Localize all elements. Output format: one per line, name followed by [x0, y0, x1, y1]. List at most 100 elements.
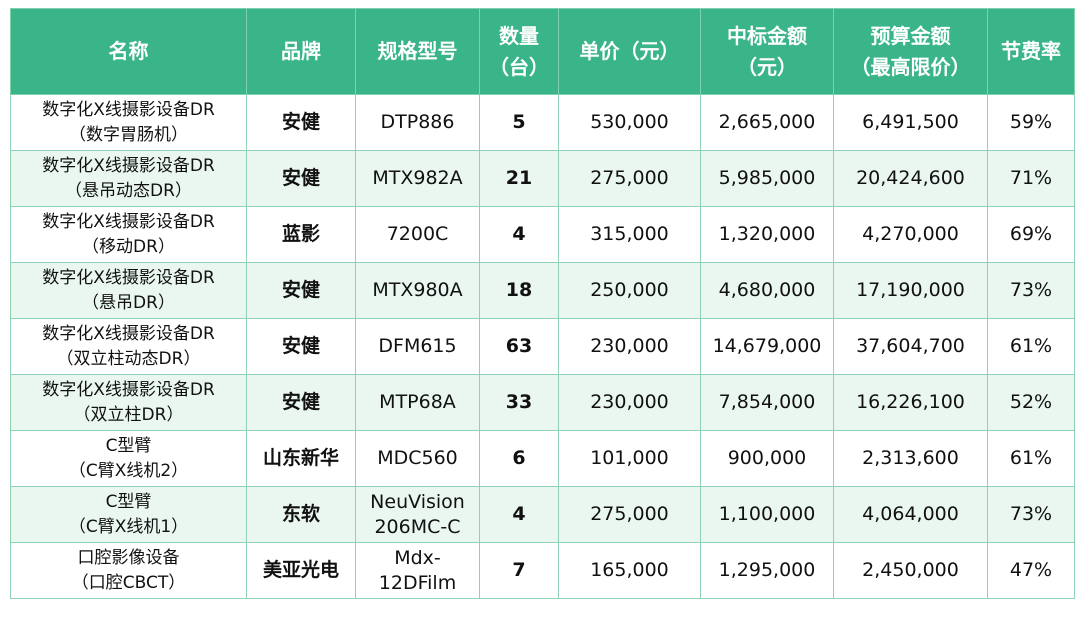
savings-rate-text: 47% [1009, 559, 1053, 581]
cell-budget-amount: 2,313,600 [833, 430, 988, 487]
cell-unit-price: 230,000 [558, 374, 701, 431]
header-quantity-line1: 数量 [499, 23, 539, 48]
cell-budget-amount: 4,064,000 [833, 486, 988, 543]
cell-name: 数字化X线摄影设备DR （双立柱动态DR） [10, 318, 247, 375]
cell-quantity: 6 [479, 430, 559, 487]
award-amount-text: 7,854,000 [718, 391, 816, 413]
header-name: 名称 [10, 8, 247, 95]
cell-savings-rate: 61% [987, 318, 1075, 375]
award-amount-text: 1,100,000 [718, 503, 816, 525]
savings-rate-text: 61% [1009, 335, 1053, 357]
header-quantity-line2: （台） [489, 54, 549, 79]
quantity-text: 5 [512, 111, 526, 133]
cell-name: 数字化X线摄影设备DR （数字胃肠机） [10, 94, 247, 151]
brand-text: 蓝影 [281, 223, 320, 245]
quantity-text: 21 [505, 167, 533, 189]
quantity-text: 4 [512, 223, 526, 245]
model-text: DFM615 [378, 335, 457, 357]
brand-text: 安健 [281, 391, 320, 413]
device-name: 口腔影像设备 [77, 547, 180, 568]
device-name: 数字化X线摄影设备DR [42, 267, 215, 288]
cell-quantity: 63 [479, 318, 559, 375]
award-amount-text: 1,295,000 [718, 559, 816, 581]
cell-unit-price: 250,000 [558, 262, 701, 319]
budget-amount-text: 2,450,000 [862, 559, 959, 581]
cell-model: MTX982A [355, 150, 480, 207]
header-budget-amount-line2: （最高限价） [850, 54, 971, 79]
cell-unit-price: 530,000 [558, 94, 701, 151]
savings-rate-text: 71% [1009, 167, 1053, 189]
device-subname: （双立柱DR） [73, 404, 184, 425]
award-amount-text: 5,985,000 [718, 167, 816, 189]
brand-text: 山东新华 [262, 447, 339, 469]
cell-award-amount: 14,679,000 [700, 318, 834, 375]
cell-budget-amount: 17,190,000 [833, 262, 988, 319]
device-subname: （数字胃肠机） [69, 124, 188, 145]
quantity-text: 63 [505, 335, 533, 357]
brand-text: 安健 [281, 335, 320, 357]
award-amount-text: 14,679,000 [712, 335, 822, 357]
unit-price-text: 530,000 [590, 111, 669, 133]
unit-price-text: 101,000 [590, 447, 669, 469]
unit-price-text: 315,000 [590, 223, 669, 245]
device-subname: （C臂X线机1） [68, 516, 189, 537]
device-subname: （移动DR） [82, 236, 175, 257]
procurement-table-container: 名称 品牌 规格型号 数量 （台） 单价（元） 中标金额 （元） 预算金额 （最高限价） 节费率 数… [10, 8, 1075, 612]
model-text: MDC560 [377, 447, 458, 469]
savings-rate-text: 59% [1009, 111, 1053, 133]
cell-savings-rate: 47% [987, 542, 1075, 599]
cell-award-amount: 1,100,000 [700, 486, 834, 543]
budget-amount-text: 20,424,600 [856, 167, 965, 189]
cell-award-amount: 1,320,000 [700, 206, 834, 263]
budget-amount-text: 4,064,000 [862, 503, 959, 525]
savings-rate-text: 52% [1009, 391, 1053, 413]
cell-name: C型臂 （C臂X线机2） [10, 430, 247, 487]
device-name: 数字化X线摄影设备DR [42, 379, 215, 400]
header-row: 名称 品牌 规格型号 数量 （台） 单价（元） 中标金额 （元） 预算金额 （最高限价） 节费率 [10, 8, 1075, 95]
savings-rate-text: 73% [1009, 279, 1053, 301]
cell-unit-price: 101,000 [558, 430, 701, 487]
cell-award-amount: 7,854,000 [700, 374, 834, 431]
device-subname: （悬吊动态DR） [65, 180, 192, 201]
cell-savings-rate: 52% [987, 374, 1075, 431]
budget-amount-text: 16,226,100 [856, 391, 965, 413]
cell-unit-price: 230,000 [558, 318, 701, 375]
cell-brand: 美亚光电 [246, 542, 356, 599]
unit-price-text: 275,000 [590, 167, 669, 189]
header-award-amount-line2: （元） [737, 54, 797, 79]
cell-brand: 东软 [246, 486, 356, 543]
header-award-amount-line1: 中标金额 [727, 23, 807, 48]
cell-brand: 安健 [246, 94, 356, 151]
cell-name: 数字化X线摄影设备DR （悬吊动态DR） [10, 150, 247, 207]
cell-unit-price: 315,000 [558, 206, 701, 263]
cell-brand: 安健 [246, 318, 356, 375]
cell-model: NeuVision 206MC-C [355, 486, 480, 543]
cell-brand: 山东新华 [246, 430, 356, 487]
device-name: C型臂 [105, 435, 152, 456]
quantity-text: 18 [505, 279, 533, 301]
savings-rate-text: 61% [1009, 447, 1053, 469]
budget-amount-text: 6,491,500 [862, 111, 959, 133]
device-subname: （口腔CBCT） [71, 572, 186, 593]
cell-award-amount: 4,680,000 [700, 262, 834, 319]
cell-savings-rate: 61% [987, 430, 1075, 487]
model-text-cont: 12DFilm [378, 571, 457, 594]
device-name: 数字化X线摄影设备DR [42, 155, 215, 176]
cell-quantity: 21 [479, 150, 559, 207]
model-text: DTP886 [380, 111, 455, 133]
cell-budget-amount: 6,491,500 [833, 94, 988, 151]
cell-quantity: 4 [479, 206, 559, 263]
model-text: 7200C [386, 223, 449, 245]
cell-unit-price: 275,000 [558, 486, 701, 543]
header-brand-line1: 品牌 [281, 39, 321, 63]
unit-price-text: 165,000 [590, 559, 669, 581]
cell-budget-amount: 4,270,000 [833, 206, 988, 263]
header-model-line1: 规格型号 [377, 39, 458, 63]
budget-amount-text: 2,313,600 [862, 447, 959, 469]
brand-text: 安健 [281, 111, 320, 133]
cell-model: DTP886 [355, 94, 480, 151]
table-row: 数字化X线摄影设备DR （悬吊动态DR） 安健 MTX982A 21 275,000 5,9… [10, 150, 1075, 207]
model-text: MTP68A [379, 391, 456, 413]
cell-quantity: 4 [479, 486, 559, 543]
header-model: 规格型号 [355, 8, 480, 95]
